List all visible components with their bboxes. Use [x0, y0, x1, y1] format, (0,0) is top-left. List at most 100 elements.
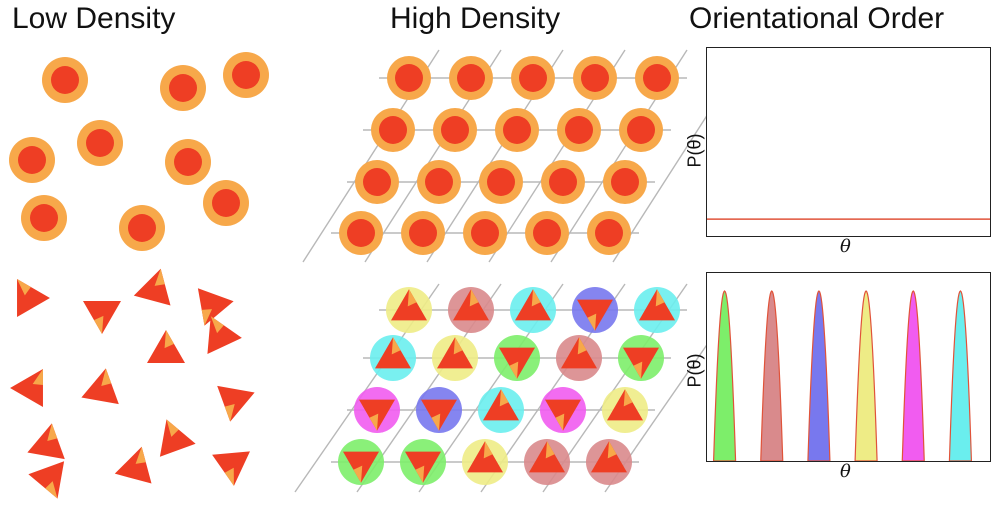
triangle-patch [607, 441, 617, 459]
triangle-particle [27, 423, 65, 460]
lattice-disk [511, 56, 555, 100]
triangle-particle [212, 451, 250, 486]
uniform-distribution-area [707, 218, 990, 220]
high-density-heading: High Density [390, 2, 561, 35]
disk-particle [9, 137, 55, 183]
lattice-triangle-site [370, 335, 416, 381]
triangle-patch [587, 313, 597, 331]
triangle-particle [159, 419, 196, 457]
disk-core [487, 168, 515, 196]
lattice-triangle [623, 347, 659, 379]
top-plot-x-label: θ [840, 236, 851, 257]
lattice-triangle [577, 299, 613, 331]
disk-core [347, 219, 375, 247]
lattice-disk [587, 211, 631, 255]
lattice-triangle-site [572, 287, 618, 333]
triangle-patch [164, 330, 174, 349]
lattice-triangle-site [586, 439, 632, 485]
lattice-triangle [467, 441, 503, 473]
triangle-patch [17, 279, 31, 296]
disk-particle [223, 52, 269, 98]
disk-particle [42, 57, 88, 103]
triangle-particle [10, 369, 43, 407]
disk-core [503, 116, 531, 144]
low-density-heading: Low Density [12, 2, 176, 35]
low-density-disks [9, 52, 269, 251]
disk-core [169, 74, 197, 102]
peaked-distribution-area [712, 290, 973, 462]
triangle-patch [499, 389, 509, 407]
triangle-patch [369, 413, 379, 431]
triangle-body [81, 368, 119, 405]
disk-core [51, 66, 79, 94]
triangle-particle [207, 316, 242, 354]
triangle-body [28, 461, 65, 499]
lattice-triangle [561, 337, 597, 369]
triangle-patch [45, 481, 58, 499]
disk-core [379, 116, 407, 144]
bottom-plot-x-label: θ [840, 461, 851, 482]
lattice-triangle [639, 289, 675, 321]
disk-core [533, 219, 561, 247]
triangle-particle [197, 288, 234, 326]
triangle-patch [407, 289, 417, 307]
triangle-body [10, 369, 43, 407]
lattice-disk [479, 160, 523, 204]
lattice-triangle-site [432, 335, 478, 381]
lattice-disk [635, 56, 679, 100]
lattice-triangle [453, 289, 489, 321]
lattice-triangle-site [510, 287, 556, 333]
triangle-patch [453, 337, 463, 355]
triangle-patch [135, 446, 146, 464]
lattice-disk [401, 211, 445, 255]
disk-core [471, 219, 499, 247]
lattice-triangle [483, 389, 519, 421]
disk-core [457, 64, 485, 92]
lattice-disk [371, 108, 415, 152]
bottom-plot-y-label: P(θ) [684, 353, 705, 388]
disk-core [86, 129, 114, 157]
triangle-patch [577, 337, 587, 355]
orientation-peak [760, 290, 784, 462]
lattice-disk [387, 56, 431, 100]
disk-core [627, 116, 655, 144]
triangle-patch [154, 268, 165, 286]
lattice-triangle-site [416, 387, 462, 433]
triangle-patch [224, 404, 235, 422]
uniform-orientation-plot [706, 47, 991, 237]
disk-particle [119, 205, 165, 251]
triangle-patch [101, 368, 112, 386]
disk-core [409, 219, 437, 247]
lattice-triangle [529, 441, 565, 473]
lattice-disk [339, 211, 383, 255]
disk-core [128, 214, 156, 242]
lattice-triangle-site [618, 335, 664, 381]
disk-core [212, 189, 240, 217]
lattice-disk [495, 108, 539, 152]
lattice-triangle-site [540, 387, 586, 433]
lattice-disk [619, 108, 663, 152]
triangle-body [27, 423, 65, 460]
disk-particle [203, 180, 249, 226]
disk-core [30, 204, 58, 232]
disk-core [565, 116, 593, 144]
lattice-triangle [515, 289, 551, 321]
lattice-triangle-site [448, 287, 494, 333]
triangle-particle [17, 279, 50, 317]
lattice-triangle-site [634, 287, 680, 333]
lattice-triangle-site [556, 335, 602, 381]
lattice-triangle [359, 399, 395, 431]
lattice-disk [433, 108, 477, 152]
triangle-particle [114, 446, 152, 484]
triangle-patch [94, 315, 104, 334]
lattice-triangle [391, 289, 427, 321]
orientation-peak [901, 290, 925, 462]
lattice-disk [557, 108, 601, 152]
triangle-patch [210, 316, 224, 334]
lattice-triangle [607, 389, 643, 421]
triangle-patch [431, 413, 441, 431]
disk-core [549, 168, 577, 196]
triangle-patch [224, 467, 234, 486]
triangle-particle [133, 268, 171, 306]
triangle-patch [531, 289, 541, 307]
